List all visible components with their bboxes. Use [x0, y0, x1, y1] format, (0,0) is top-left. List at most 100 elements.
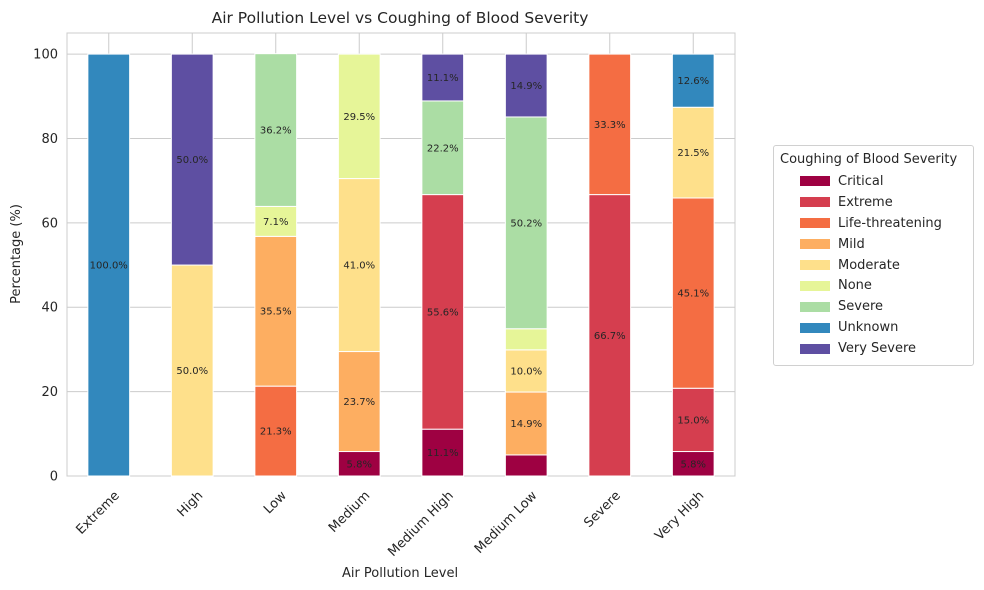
y-tick-label: 20: [41, 385, 58, 400]
bar-segment: [254, 385, 298, 477]
legend-label: None: [838, 278, 872, 294]
legend-items: Critical Extreme Life-threatening Mild Moder…: [780, 171, 973, 359]
bar-segment: [254, 205, 298, 237]
legend-item: Moderate: [780, 255, 973, 276]
legend-item: Critical: [780, 171, 973, 192]
legend-label: Unknown: [838, 320, 899, 336]
data-label: 21.5%: [677, 148, 709, 159]
bar-segment: [337, 53, 381, 180]
legend-item: Unknown: [780, 317, 973, 338]
legend-label: Mild: [838, 236, 865, 252]
data-label: 50.0%: [176, 366, 208, 377]
data-label: 10.0%: [510, 366, 542, 377]
legend: Coughing of Blood Severity Critical Extre…: [773, 145, 974, 367]
legend-label: Critical: [838, 173, 884, 189]
bar-segment: [254, 53, 298, 207]
y-tick-label: 100: [33, 48, 58, 63]
data-label: 14.9%: [510, 419, 542, 430]
bar-segment: [421, 194, 465, 430]
y-axis-label: Percentage (%): [9, 204, 24, 304]
bar-segment: [337, 351, 381, 453]
bar-segment: [504, 328, 548, 351]
bar-segment: [337, 451, 381, 477]
legend-label: Moderate: [838, 257, 900, 273]
data-label: 29.5%: [343, 112, 375, 123]
x-tick-label: Severe: [581, 488, 623, 530]
legend-item: Very Severe: [780, 338, 973, 359]
bar-segment: [504, 53, 548, 118]
legend-swatch: [800, 218, 830, 229]
value-labels: 5.8% 11.1% 5.8% 55.6% 66.7% 15.0% 21.3% 33.3% 45…: [90, 73, 709, 470]
x-tick-label: Very High: [652, 488, 707, 543]
data-label: 36.2%: [260, 126, 292, 137]
data-label: 55.6%: [427, 307, 459, 318]
data-label: 41.0%: [343, 261, 375, 272]
bar-segment: [421, 53, 465, 102]
legend-label: Extreme: [838, 194, 893, 210]
bar-segment: [504, 116, 548, 330]
data-label: 12.6%: [677, 76, 709, 87]
y-tick-label: 0: [50, 470, 58, 485]
x-tick-label: Medium High: [385, 488, 456, 559]
data-label: 21.3%: [260, 427, 292, 438]
data-label: 7.1%: [263, 217, 288, 228]
legend-swatch: [800, 176, 830, 187]
x-tick-label: Low: [261, 488, 290, 517]
data-label: 11.1%: [427, 73, 459, 84]
legend-label: Life-threatening: [838, 215, 942, 231]
bar-segment: [421, 100, 465, 196]
x-tick-label: Medium: [326, 488, 373, 535]
data-label: 22.2%: [427, 143, 459, 154]
legend-label: Severe: [838, 299, 883, 315]
y-tick-label: 80: [41, 132, 58, 147]
data-label: 66.7%: [594, 331, 626, 342]
bar-segment: [87, 53, 131, 477]
legend-item: Life-threatening: [780, 213, 973, 234]
bar-segment: [588, 194, 632, 477]
legend-item: None: [780, 275, 973, 296]
bar-segment: [504, 454, 548, 477]
bar-segment: [170, 53, 214, 266]
x-tick-label: Extreme: [73, 488, 122, 537]
data-label: 14.9%: [510, 81, 542, 92]
bars: [87, 53, 715, 477]
data-label: 45.1%: [677, 289, 709, 300]
bar-segment: [504, 391, 548, 456]
data-label: 15.0%: [677, 415, 709, 426]
bar-segment: [421, 428, 465, 477]
data-label: 5.8%: [681, 459, 706, 470]
bar-segment: [671, 451, 715, 477]
legend-swatch: [800, 239, 830, 250]
legend-swatch: [800, 322, 830, 333]
legend-swatch: [800, 301, 830, 312]
chart-title: Air Pollution Level vs Coughing of Blood…: [212, 9, 589, 27]
x-tick-label: High: [175, 488, 207, 520]
legend-swatch: [800, 280, 830, 291]
bar-segment: [671, 197, 715, 389]
bar-segment: [337, 178, 381, 353]
y-tick-label: 40: [41, 301, 58, 316]
legend-item: Severe: [780, 296, 973, 317]
x-tick-label: Medium Low: [472, 488, 541, 557]
x-tick-labels: Extreme High Low Medium Medium High Medium Lo…: [73, 488, 707, 560]
data-label: 11.1%: [427, 448, 459, 459]
legend-item: Mild: [780, 234, 973, 255]
data-label: 100.0%: [90, 261, 128, 272]
data-label: 50.0%: [176, 155, 208, 166]
legend-swatch: [800, 343, 830, 354]
bar-segment: [170, 264, 214, 477]
data-label: 33.3%: [594, 120, 626, 131]
data-label: 35.5%: [260, 307, 292, 318]
bar-segment: [504, 349, 548, 393]
legend-swatch: [800, 260, 830, 270]
data-label: 50.2%: [510, 218, 542, 229]
data-label: 5.8%: [347, 459, 372, 470]
legend-item: Extreme: [780, 192, 973, 213]
plot-area: [66, 32, 736, 477]
legend-swatch: [800, 197, 830, 208]
bar-segment: [588, 53, 632, 196]
data-label: 23.7%: [343, 397, 375, 408]
y-tick-label: 60: [41, 216, 58, 231]
bar-segment: [671, 53, 715, 108]
